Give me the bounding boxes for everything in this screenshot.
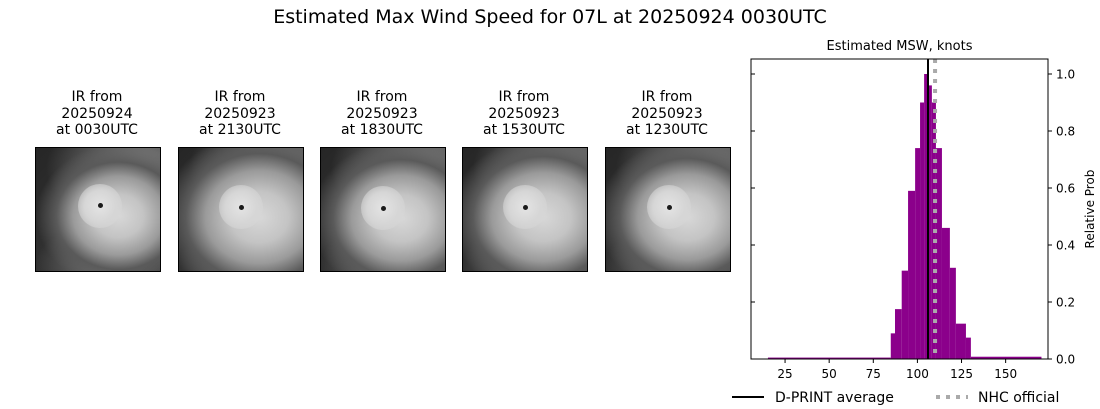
ir-panel-title-line: IR from <box>71 89 123 105</box>
ir-panel: IR from 20250923 at 1530UTC <box>453 89 595 272</box>
histogram-bar <box>970 356 1042 359</box>
ir-satellite-image <box>178 147 304 272</box>
histogram-bar <box>915 148 921 359</box>
ir-panel: IR from 20250923 at 1230UTC <box>596 89 738 272</box>
x-tick-label: 25 <box>777 367 792 381</box>
ir-satellite-image <box>35 147 161 272</box>
ir-panel-title-line: 20250923 <box>488 105 560 122</box>
x-tick-label: 125 <box>950 367 973 381</box>
ir-satellite-image <box>605 147 731 272</box>
plot-frame <box>750 58 1049 360</box>
ir-panel-title-line: 20250923 <box>204 105 276 122</box>
hurricane-eye <box>380 205 386 211</box>
x-tick-label: 75 <box>866 367 881 381</box>
x-tick-label: 50 <box>822 367 837 381</box>
hurricane-eye <box>97 203 103 209</box>
ir-panel-title-line: IR from <box>498 89 550 105</box>
histogram-bar <box>901 270 909 359</box>
ir-panel-title-line: 20250923 <box>631 105 703 122</box>
y-tick-label: 0.6 <box>1056 182 1075 196</box>
y-tick-label: 0.2 <box>1056 296 1075 310</box>
ir-panel-title-line: IR from <box>214 89 266 105</box>
ir-panel-title: IR from 20250924 at 0030UTC <box>26 89 168 141</box>
ir-satellite-image <box>320 147 446 272</box>
y-tick-label: 0.0 <box>1056 353 1075 367</box>
ir-panel-title: IR from 20250923 at 1230UTC <box>596 89 738 141</box>
ir-panel-title-line: IR from <box>356 89 408 105</box>
x-tick-label: 150 <box>994 367 1017 381</box>
y-axis-label: Relative Prob <box>1083 170 1097 249</box>
histogram-bar <box>908 190 916 359</box>
ir-panel-title-line: at 2130UTC <box>199 122 281 138</box>
histogram-bar <box>935 148 942 359</box>
histogram-bar <box>965 337 971 359</box>
y-tick-label: 0.4 <box>1056 239 1075 253</box>
y-tick-label: 1.0 <box>1056 68 1075 82</box>
ir-panel-title-line: at 0030UTC <box>56 122 138 138</box>
histogram-bar <box>949 267 956 359</box>
histogram-bar <box>955 323 966 359</box>
ir-panel-title-line: at 1530UTC <box>483 122 565 138</box>
ir-panel-title-line: at 1830UTC <box>341 122 423 138</box>
ir-panel: IR from 20250923 at 1830UTC <box>311 89 453 272</box>
histogram-bar <box>767 357 891 359</box>
legend-nhc-label: NHC official <box>978 390 1059 406</box>
figure-title: Estimated Max Wind Speed for 07L at 2025… <box>273 6 827 28</box>
hurricane-eye <box>238 204 244 210</box>
histogram-bar <box>895 309 902 359</box>
hurricane-eye <box>666 204 672 210</box>
ir-satellite-image <box>462 147 588 272</box>
ir-panel-title-line: 20250923 <box>346 105 418 122</box>
histogram-bar <box>941 227 950 359</box>
chart-title: Estimated MSW, knots <box>827 39 973 54</box>
ir-panel: IR from 20250923 at 2130UTC <box>169 89 311 272</box>
legend-dprint-label: D-PRINT average <box>775 390 894 406</box>
ir-panel-title-line: IR from <box>641 89 693 105</box>
ir-panel-title: IR from 20250923 at 2130UTC <box>169 89 311 141</box>
histogram-bar <box>920 102 925 359</box>
ir-panel-title-line: 20250924 <box>61 105 133 122</box>
histogram-bar <box>928 85 932 360</box>
ir-panel: IR from 20250924 at 0030UTC <box>26 89 168 272</box>
ir-panel-title-line: at 1230UTC <box>626 122 708 138</box>
histogram-bar <box>924 74 929 359</box>
ir-panel-title: IR from 20250923 at 1830UTC <box>311 89 453 141</box>
hurricane-eye <box>522 204 528 210</box>
y-tick-label: 0.8 <box>1056 125 1075 139</box>
histogram-bar <box>890 333 895 359</box>
x-tick-label: 100 <box>906 367 929 381</box>
ir-panel-title: IR from 20250923 at 1530UTC <box>453 89 595 141</box>
